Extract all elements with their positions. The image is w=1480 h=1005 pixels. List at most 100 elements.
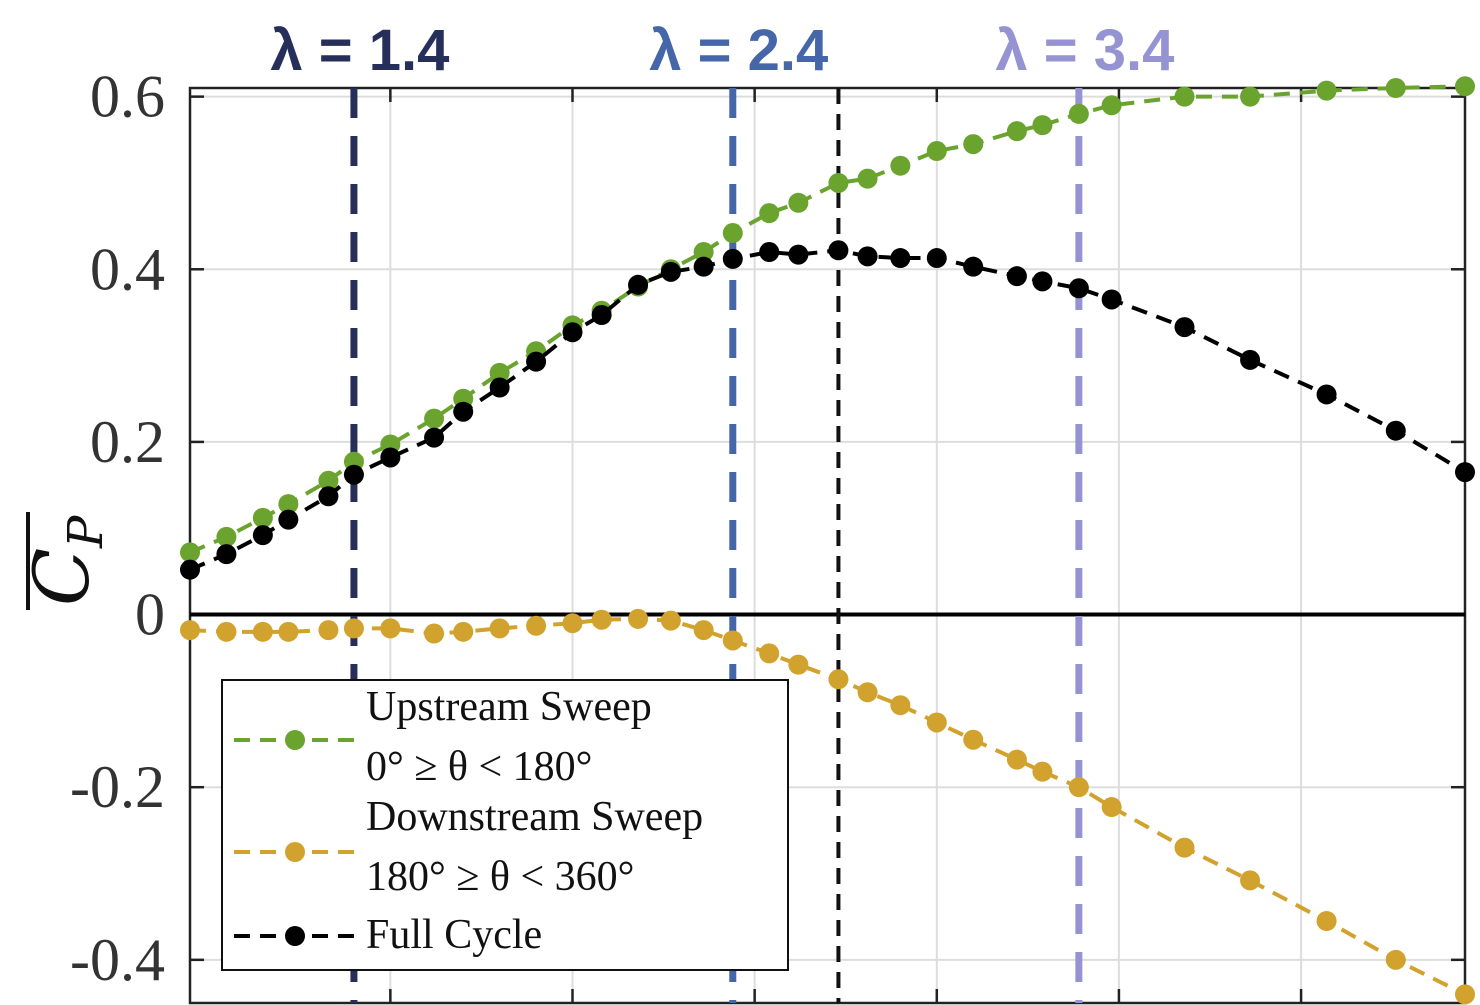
data-point [216,621,237,642]
data-point [1006,121,1027,142]
vertical-marker-label: λ = 2.4 [649,18,828,83]
data-point [1032,761,1053,782]
data-point [1006,749,1027,770]
data-point [788,192,809,213]
y-axis-label-p: P [58,515,114,549]
data-point [252,621,273,642]
data-point [660,610,681,631]
data-point [1455,462,1475,483]
series-line [189,84,1466,555]
data-point [857,682,878,703]
data-point [857,246,878,267]
data-point [252,525,273,546]
data-point [278,621,299,642]
data-point [759,203,780,224]
legend-entry-name: Downstream Sweep [366,794,703,840]
data-point [278,509,299,530]
data-point [1385,78,1406,98]
data-point [1032,115,1053,136]
data-point [1455,76,1475,97]
data-point [453,621,474,642]
y-axis-label-c: C [17,548,106,606]
data-point [562,613,583,634]
data-point [890,695,911,716]
vertical-marker-label: λ = 3.4 [995,18,1174,83]
data-point [963,729,984,750]
data-point [722,223,743,244]
data-point [526,351,547,372]
legend-swatch-marker [285,730,305,750]
data-point [828,669,849,690]
data-series [180,76,1475,1005]
data-point [1385,949,1406,970]
data-point [1174,837,1195,858]
data-point [857,168,878,189]
legend-entry-name: Full Cycle [366,912,542,958]
data-point [926,712,947,733]
data-point [1385,420,1406,441]
data-point [380,447,401,468]
y-tick-label: 0 [135,582,165,648]
data-point [788,244,809,265]
data-point [628,274,649,295]
data-point [1068,278,1089,299]
data-point [693,242,714,263]
data-point [1174,86,1195,107]
data-point [1316,384,1337,405]
data-point [693,256,714,277]
data-point [1068,103,1089,124]
data-point [963,134,984,155]
data-point [343,464,364,485]
data-point [591,305,612,326]
data-point [693,620,714,641]
data-point [1240,86,1261,107]
data-point [252,507,273,528]
data-point [562,322,583,343]
data-point [453,401,474,422]
data-point [343,618,364,639]
data-point [926,248,947,269]
data-point [424,427,445,448]
data-point [489,362,510,383]
data-point [1101,797,1122,818]
legend-entry-range: 0° ≥ θ < 180° [366,744,592,790]
data-point [828,172,849,193]
data-point [1455,984,1475,1005]
legend: Upstream Sweep 0° ≥ θ < 180°Downstream Sw… [221,679,789,971]
legend-swatch-marker [285,842,305,862]
data-point [591,609,612,630]
y-tick-label: -0.4 [70,927,165,993]
data-point [318,486,339,507]
data-point [1101,289,1122,310]
data-point [216,526,237,547]
data-point [890,248,911,269]
data-point [489,377,510,398]
data-point [890,155,911,176]
data-point [180,542,200,563]
data-point [1101,95,1122,116]
y-tick-label: 0.4 [90,236,165,302]
data-point [722,630,743,651]
data-point [1174,317,1195,338]
data-point [1068,777,1089,798]
data-point [526,615,547,636]
data-point [926,141,947,162]
data-point [1316,80,1337,101]
data-point [489,618,510,639]
series-line [189,248,1467,572]
data-point [216,544,237,565]
data-point [1240,870,1261,891]
data-point [788,654,809,675]
data-point [628,608,649,629]
legend-entry-range: 180° ≥ θ < 360° [366,854,634,900]
data-point [722,248,743,269]
data-point [424,623,445,644]
data-point [424,408,445,429]
vertical-marker-label: λ = 1.4 [270,18,449,83]
y-tick-label: -0.2 [70,754,165,820]
data-point [1316,910,1337,931]
y-tick-label: 0.2 [90,409,165,475]
data-point [380,618,401,639]
data-point [963,256,984,277]
